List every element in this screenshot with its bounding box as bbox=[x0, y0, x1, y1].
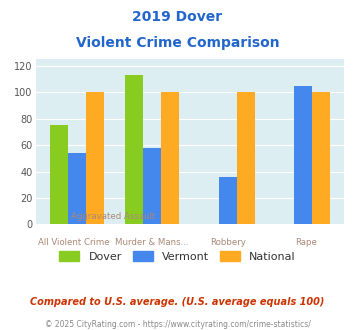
Bar bbox=[68, 153, 86, 224]
Bar bbox=[161, 92, 179, 224]
Bar bbox=[143, 148, 161, 224]
Bar bbox=[219, 177, 237, 224]
Text: 2019 Dover: 2019 Dover bbox=[132, 10, 223, 24]
Text: Violent Crime Comparison: Violent Crime Comparison bbox=[76, 36, 279, 50]
Bar bbox=[294, 86, 312, 224]
Bar bbox=[312, 92, 330, 224]
Text: All Violent Crime: All Violent Crime bbox=[38, 238, 110, 247]
Legend: Dover, Vermont, National: Dover, Vermont, National bbox=[55, 247, 300, 267]
Text: Aggravated Assault: Aggravated Assault bbox=[71, 212, 155, 221]
Bar bbox=[125, 75, 143, 224]
Text: Murder & Mans...: Murder & Mans... bbox=[115, 238, 188, 247]
Bar bbox=[237, 92, 255, 224]
Text: © 2025 CityRating.com - https://www.cityrating.com/crime-statistics/: © 2025 CityRating.com - https://www.city… bbox=[45, 320, 310, 329]
Bar bbox=[86, 92, 104, 224]
Bar bbox=[50, 125, 68, 224]
Text: Robbery: Robbery bbox=[211, 238, 246, 247]
Text: Compared to U.S. average. (U.S. average equals 100): Compared to U.S. average. (U.S. average … bbox=[30, 297, 325, 307]
Text: Rape: Rape bbox=[295, 238, 317, 247]
